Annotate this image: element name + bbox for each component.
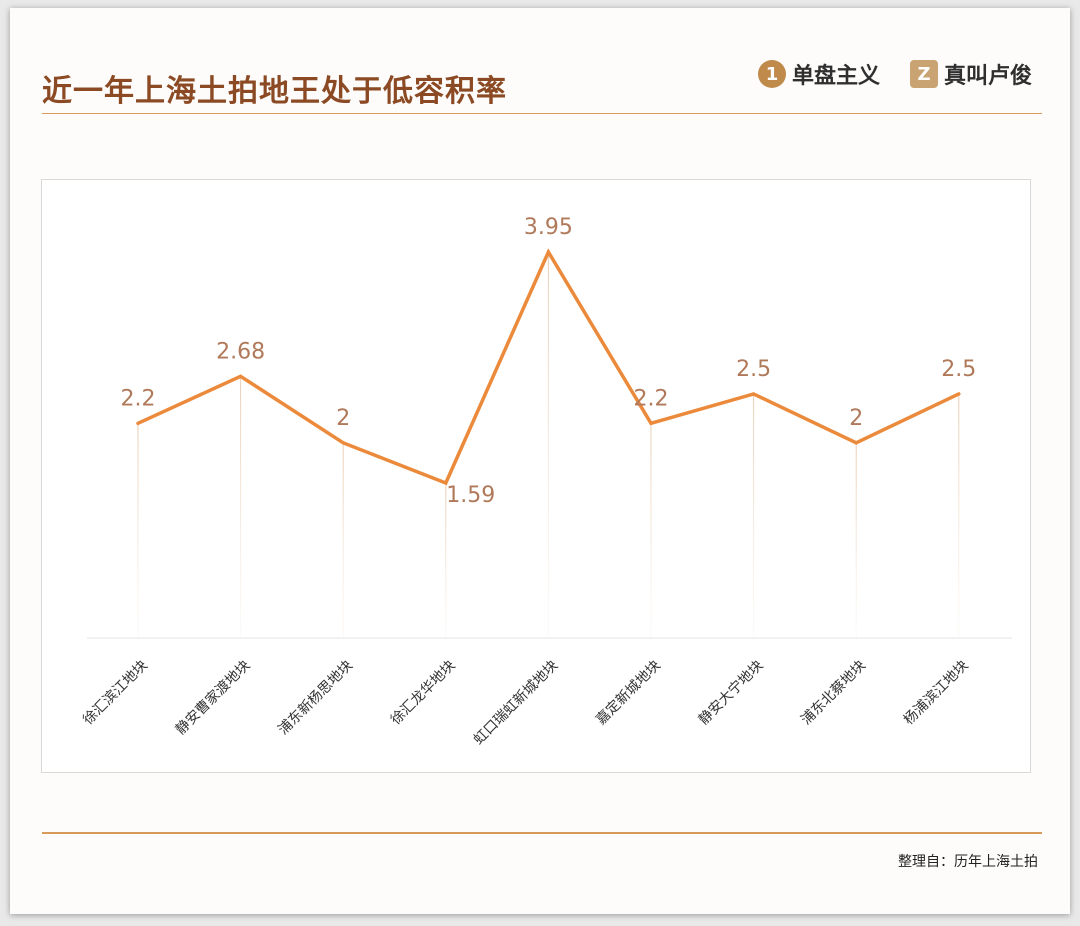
value-label: 2.68 [216,339,265,364]
value-label: 2 [849,406,863,431]
logo-zhenjiao: Z 真叫卢俊 [910,58,1032,90]
header-divider [42,113,1042,114]
drop-line [445,483,447,638]
x-tick-label: 静安曹家渡地块 [172,657,253,738]
data-point [957,392,961,396]
x-tick-label: 杨浦滨江地块 [901,658,972,729]
drop-line [240,376,242,638]
drop-line [958,393,960,638]
logo-danpan: 1 单盘主义 [758,58,880,90]
drop-line [855,442,857,638]
data-point [239,374,243,378]
drop-line [342,442,344,638]
data-point [444,481,448,485]
x-tick-label: 嘉定新城地块 [593,658,664,729]
line-chart-svg: 2.22.6821.593.952.22.522.5徐汇滨江地块 静安曹家渡地块浦… [80,215,1012,749]
plot-area: 2.2 2.68 2 1.59 3.95 2.2 2.5 2 2.5 徐汇滨江地块 静安曹家渡地块浦… [41,179,1031,773]
x-tick-label: 徐汇滨江地块 [80,658,151,729]
data-point [136,421,140,425]
data-point [854,441,858,445]
value-label: 2 [336,406,350,431]
data-point [341,441,345,445]
x-tick-label: 浦东新杨思地块 [275,658,356,739]
data-point [752,392,756,396]
data-point [546,250,550,254]
source-note: 整理自：历年上海土拍 [898,854,1038,870]
value-label: 2.2 [634,386,669,411]
chart-card: 近一年上海土拍地王处于低容积率 1 单盘主义 Z 真叫卢俊 2.2 2.68 2 1.… [10,8,1070,914]
logo-text-zhenjiao: 真叫卢俊 [944,64,1033,89]
drop-line [753,393,755,638]
page-title: 近一年上海土拍地王处于低容积率 [42,74,507,109]
x-tick-label: 浦东北蔡地块 [798,658,869,729]
value-label: 3.95 [524,215,573,240]
drop-line [547,252,549,638]
x-tick-label: 徐汇龙华地块 [388,658,459,729]
logo-text-danpan: 单盘主义 [792,64,881,89]
data-point [649,421,653,425]
logo-mark-z: Z [910,60,938,88]
value-label: 2.2 [121,386,156,411]
drop-line [137,423,139,638]
drop-line [650,423,652,638]
value-label: 2.5 [736,357,771,382]
footer-divider [42,832,1042,834]
logo-mark-1: 1 [758,60,786,88]
value-label: 1.59 [446,483,495,508]
x-tick-label: 静安大宁地块 [695,657,766,728]
value-label: 2.5 [941,357,976,382]
x-tick-label: 虹口瑞虹新城地块 [471,658,562,749]
